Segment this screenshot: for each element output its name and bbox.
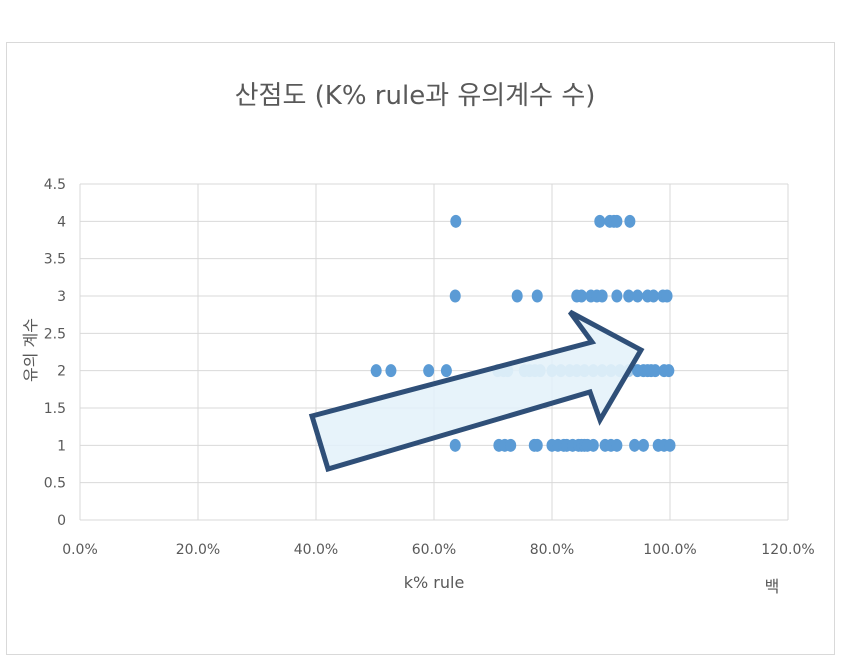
x-axis-ticks: 0.0% 20.0% 40.0% 60.0% 80.0% 100.0% 120.0% <box>62 542 814 558</box>
scatter-point <box>661 289 673 303</box>
grid-lines <box>79 183 789 521</box>
scatter-point <box>576 289 587 303</box>
scatter-point <box>449 438 461 452</box>
x-tick-label: 60.0% <box>412 542 456 558</box>
y-tick-label: 3 <box>57 289 66 305</box>
x-tick-label: 120.0% <box>761 542 814 558</box>
y-tick-label: 4 <box>57 214 66 230</box>
scatter-point <box>611 438 623 452</box>
x-axis-label: k% rule <box>404 573 465 592</box>
x-tick-label: 80.0% <box>530 542 574 558</box>
scatter-point <box>440 364 452 378</box>
y-tick-label: 1 <box>57 438 66 454</box>
scatter-point <box>629 438 641 452</box>
scatter-point <box>370 364 382 378</box>
extra-label: 백 <box>765 577 780 596</box>
scatter-point <box>505 438 517 452</box>
y-tick-label: 0 <box>57 513 66 529</box>
scatter-point <box>623 289 635 303</box>
scatter-point <box>647 289 659 303</box>
y-tick-label: 4.5 <box>44 177 66 193</box>
scatter-point <box>594 214 606 228</box>
scatter-point <box>632 289 644 303</box>
scatter-point <box>385 364 397 378</box>
scatter-point <box>587 438 599 452</box>
scatter-point <box>624 214 636 228</box>
scatter-point <box>596 289 608 303</box>
chart-frame <box>6 42 835 655</box>
y-axis-label: 유의 계수 <box>21 318 40 382</box>
x-tick-label: 40.0% <box>294 542 338 558</box>
scatter-point <box>611 289 623 303</box>
scatter-point <box>664 438 676 452</box>
scatter-point <box>663 364 675 378</box>
x-tick-label: 20.0% <box>176 542 220 558</box>
scatter-point <box>423 364 435 378</box>
y-tick-label: 2.5 <box>44 326 66 342</box>
scatter-point <box>531 438 543 452</box>
scatter-point <box>511 289 523 303</box>
y-tick-label: 3.5 <box>44 252 66 268</box>
x-tick-label: 100.0% <box>643 542 696 558</box>
y-tick-label: 2 <box>57 364 66 380</box>
scatter-point <box>449 289 461 303</box>
scatter-point <box>450 214 462 228</box>
scatter-point <box>649 364 661 378</box>
y-tick-label: 0.5 <box>44 476 66 492</box>
chart-title: 산점도 (K% rule과 유의계수 수) <box>235 81 596 111</box>
scatter-point <box>531 289 543 303</box>
trend-arrow <box>308 309 645 473</box>
y-axis-ticks: 0 0.5 1 1.5 2 2.5 3 3.5 4 4.5 <box>44 177 66 529</box>
x-tick-label: 0.0% <box>62 542 98 558</box>
y-tick-label: 1.5 <box>44 401 66 417</box>
scatter-point <box>637 438 649 452</box>
scatter-point <box>611 214 623 228</box>
